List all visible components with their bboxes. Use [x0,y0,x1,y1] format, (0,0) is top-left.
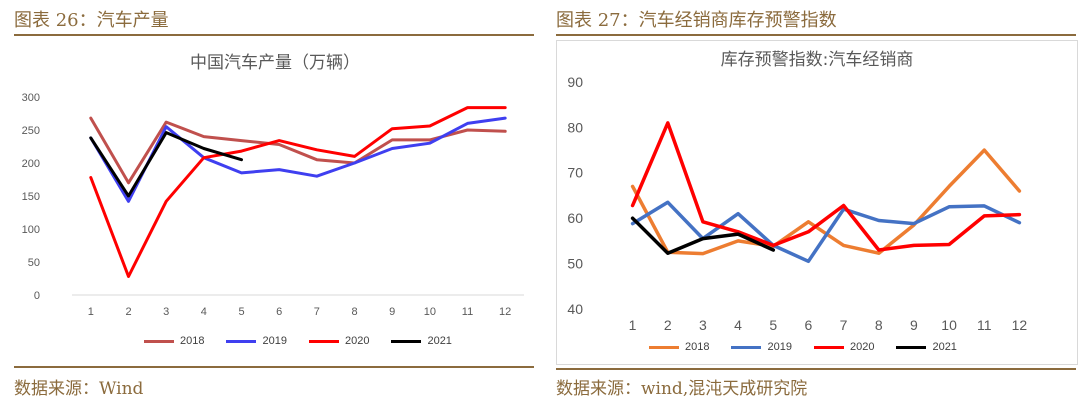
x-tick-label: 10 [424,306,436,318]
left-chart-panel: 中国汽车产量（万辆） 0 50 100 150 200 250 300 1 2 3 4 5 6 7 8 9 10 1… [14,38,536,360]
x-tick-label: 11 [462,306,473,318]
x-tick-label: 10 [941,317,957,333]
left-header-rule [14,34,534,36]
y-tick-label: 70 [567,165,583,181]
legend-item-2019: 2019 [226,335,287,347]
legend-item-2020: 2020 [308,335,370,347]
y-tick-label: 250 [22,125,40,137]
x-tick-label: 8 [875,317,883,333]
x-tick-label: 1 [629,317,637,333]
left-figure-header: 图表 26：汽车产量 [14,10,169,31]
x-tick-label: 6 [805,317,813,333]
y-tick-label: 90 [567,74,583,90]
series-line-2019 [630,200,1022,264]
legend-item-2020: 2020 [813,341,875,353]
legend-label: 2019 [767,341,792,353]
right-source-note: 数据来源：wind,混沌天成研究院 [556,379,808,399]
right-chart-panel: 库存预警指数:汽车经销商 40 50 60 70 80 90 1 2 3 4 5 6 7 8 9 10 11 12 … [556,40,1078,365]
legend-swatch [308,339,339,343]
y-tick-label: 80 [567,119,583,135]
legend-item-2021: 2021 [896,341,957,353]
x-tick-label: 3 [163,306,169,318]
x-tick-label: 4 [734,317,742,333]
legend-item-2021: 2021 [391,335,452,347]
legend-label: 2020 [344,335,370,347]
legend-item-2019: 2019 [731,341,792,353]
x-tick-label: 12 [1012,317,1028,333]
legend-swatch [813,345,844,349]
x-tick-label: 2 [664,317,672,333]
right-figure-header: 图表 27：汽车经销商库存预警指数 [556,10,837,31]
x-tick-label: 12 [499,306,511,318]
legend-label: 2018 [685,341,710,353]
x-tick-label: 4 [201,306,207,318]
y-tick-label: 40 [567,301,583,317]
left-source-note: 数据来源：Wind [14,379,144,399]
y-tick-label: 150 [22,191,40,203]
x-tick-label: 9 [389,306,395,318]
chart-title: 中国汽车产量（万辆） [190,53,360,73]
series-line-2020 [89,106,507,278]
x-tick-label: 9 [910,317,918,333]
chart-title: 库存预警指数:汽车经销商 [721,50,914,70]
series-line-2021 [89,131,243,198]
legend-label: 2019 [262,335,287,347]
legend-swatch [391,339,422,343]
right-footer-rule [556,368,1076,370]
x-tick-label: 11 [977,317,992,333]
x-tick-label: 1 [88,306,94,318]
right-header-rule [556,34,1076,36]
x-tick-label: 6 [276,306,282,318]
series-line-2019 [89,116,507,203]
y-tick-label: 100 [22,224,40,236]
series-line-2020 [630,121,1022,252]
series-line-2021 [630,216,776,255]
legend-swatch [649,345,679,349]
legend-swatch [226,339,257,343]
legend-swatch [731,345,762,349]
legend-item-2018: 2018 [144,335,204,347]
legend-label: 2018 [180,335,205,347]
y-tick-label: 300 [22,92,40,104]
x-tick-label: 2 [125,306,131,318]
y-tick-label: 200 [22,158,40,170]
legend-label: 2021 [932,341,957,353]
legend-label: 2020 [849,341,875,353]
x-tick-label: 5 [238,306,244,318]
legend-swatch [896,345,927,349]
left-chart-legend: 2018 2019 2020 2021 [144,335,452,347]
x-tick-label: 8 [351,306,357,318]
legend-swatch [144,339,174,343]
x-tick-label: 3 [699,317,707,333]
y-tick-label: 60 [567,210,583,226]
x-tick-label: 7 [314,306,320,318]
legend-label: 2021 [427,335,452,347]
y-tick-label: 50 [567,256,583,272]
x-tick-label: 5 [769,317,777,333]
y-tick-label: 50 [28,257,40,269]
left-footer-rule [14,366,534,368]
right-chart-legend: 2018 2019 2020 2021 [649,341,957,353]
x-tick-label: 7 [840,317,848,333]
legend-item-2018: 2018 [649,341,709,353]
y-tick-label: 0 [34,290,40,302]
